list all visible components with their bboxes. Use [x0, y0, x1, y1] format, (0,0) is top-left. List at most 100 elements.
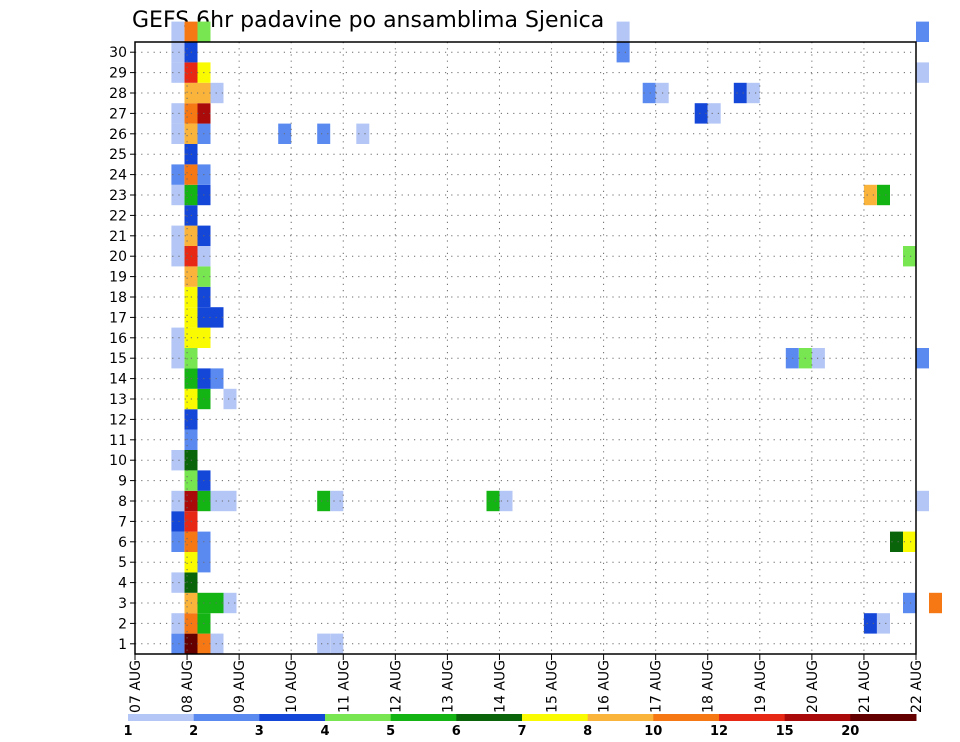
y-tick-label: 19 — [109, 270, 127, 286]
y-tick-label: 7 — [118, 514, 127, 530]
x-tick-label: 20 AUG — [805, 660, 821, 713]
heatmap-cell — [877, 613, 890, 634]
colorbar-label: 3 — [255, 724, 264, 739]
heatmap-cell — [171, 613, 185, 634]
y-tick-label: 1 — [118, 637, 127, 653]
heatmap-cell — [916, 21, 929, 42]
heatmap-cell — [171, 450, 185, 471]
y-tick-label: 8 — [118, 494, 127, 510]
heatmap-cell — [877, 184, 890, 206]
x-tick-label: 16 AUG — [597, 660, 613, 713]
heatmap-cell — [903, 246, 916, 267]
heatmap-cell — [171, 184, 185, 206]
heatmap-cell — [210, 490, 224, 512]
y-tick-label: 6 — [118, 535, 127, 551]
y-tick-label: 2 — [118, 616, 127, 632]
heatmap-cell — [916, 490, 929, 512]
heatmap-cell — [197, 21, 211, 42]
heatmap-cell — [223, 592, 237, 614]
heatmap-cell — [916, 62, 929, 83]
y-axis: 1234567891011121314151617181920212223242… — [109, 45, 135, 653]
y-tick-label: 13 — [109, 392, 127, 408]
heatmap-cell — [707, 103, 721, 124]
heatmap-cell — [171, 511, 185, 532]
x-tick-label: 07 AUG — [128, 660, 144, 713]
colorbar-swatch — [456, 714, 523, 721]
heatmap-cell — [210, 633, 224, 654]
heatmap-cell — [210, 82, 224, 104]
heatmap-cell — [171, 348, 185, 369]
colorbar-swatch — [259, 714, 326, 721]
colorbar-label: 1 — [123, 724, 132, 739]
colorbar-label: 12 — [710, 724, 728, 739]
x-tick-label: 21 AUG — [857, 660, 873, 713]
x-axis: 07 AUG 08 AUG 09 AUG 10 AUG 11 AUG 12 AUG 13 A… — [128, 654, 925, 713]
heatmap-cell — [746, 82, 760, 104]
heatmap-cell — [171, 62, 185, 83]
chart-title: GEFS 6hr padavine po ansamblima Sjenica — [132, 8, 604, 33]
colorbar-label: 2 — [189, 724, 198, 739]
heatmap-cell — [171, 531, 185, 552]
heatmap-cell — [171, 225, 185, 246]
x-tick-label: 13 AUG — [440, 660, 456, 713]
colorbar-swatch — [325, 714, 392, 721]
y-tick-label: 16 — [109, 331, 127, 347]
heatmap-cell — [171, 327, 185, 348]
grid-lines — [135, 42, 916, 654]
colorbar: 1 2 3 4 5 6 7 8 10 12 15 20 — [123, 714, 917, 739]
colorbar-label: 8 — [583, 724, 592, 739]
heatmap-cell — [929, 592, 942, 614]
heatmap-cell — [171, 103, 185, 124]
heatmap-cell — [356, 123, 370, 144]
heatmap-cell — [863, 184, 877, 206]
y-tick-label: 10 — [109, 453, 127, 469]
x-tick-label: 22 AUG — [909, 660, 925, 713]
heatmap-cell — [223, 388, 237, 410]
heatmap-cell — [223, 490, 237, 512]
x-tick-label: 11 AUG — [336, 660, 352, 713]
x-tick-label: 10 AUG — [284, 660, 300, 713]
heatmap-cell — [616, 42, 630, 63]
y-tick-label: 12 — [109, 412, 127, 428]
colorbar-swatch — [522, 714, 589, 721]
heatmap-cell — [890, 531, 903, 552]
heatmap-cell — [210, 592, 224, 614]
y-tick-label: 30 — [109, 45, 127, 61]
x-tick-label: 17 AUG — [649, 660, 665, 713]
heatmap-cell — [916, 348, 929, 369]
colorbar-swatch — [653, 714, 720, 721]
heatmap-cell — [171, 164, 185, 185]
colorbar-swatch — [719, 714, 786, 721]
y-tick-label: 23 — [109, 188, 127, 204]
colorbar-swatch — [193, 714, 260, 721]
colorbar-swatch — [128, 714, 195, 721]
heatmap-cell — [903, 592, 916, 614]
colorbar-label: 5 — [386, 724, 395, 739]
x-tick-label: 12 AUG — [388, 660, 404, 713]
heatmap-cell — [171, 572, 185, 593]
colorbar-label: 10 — [644, 724, 662, 739]
y-tick-label: 9 — [118, 474, 127, 490]
colorbar-swatch — [850, 714, 917, 721]
y-tick-label: 17 — [109, 310, 127, 326]
plot-frame — [134, 41, 917, 655]
y-tick-label: 25 — [109, 147, 127, 163]
colorbar-label: 4 — [320, 724, 329, 739]
colorbar-label: 7 — [517, 724, 526, 739]
heatmap-cell — [317, 490, 331, 512]
heatmap-cell — [171, 123, 185, 144]
heatmap-cell — [330, 490, 344, 512]
y-tick-label: 20 — [109, 249, 127, 265]
x-tick-label: 08 AUG — [180, 660, 196, 713]
heatmap-cell — [486, 490, 500, 512]
heatmap-cell — [171, 633, 185, 654]
y-tick-label: 14 — [109, 372, 127, 388]
colorbar-swatch — [390, 714, 457, 721]
colorbar-swatch — [784, 714, 851, 721]
y-tick-label: 22 — [109, 208, 127, 224]
heatmap-cell — [694, 103, 708, 124]
y-tick-label: 27 — [109, 106, 127, 122]
y-tick-label: 15 — [109, 351, 127, 367]
y-tick-label: 29 — [109, 66, 127, 82]
